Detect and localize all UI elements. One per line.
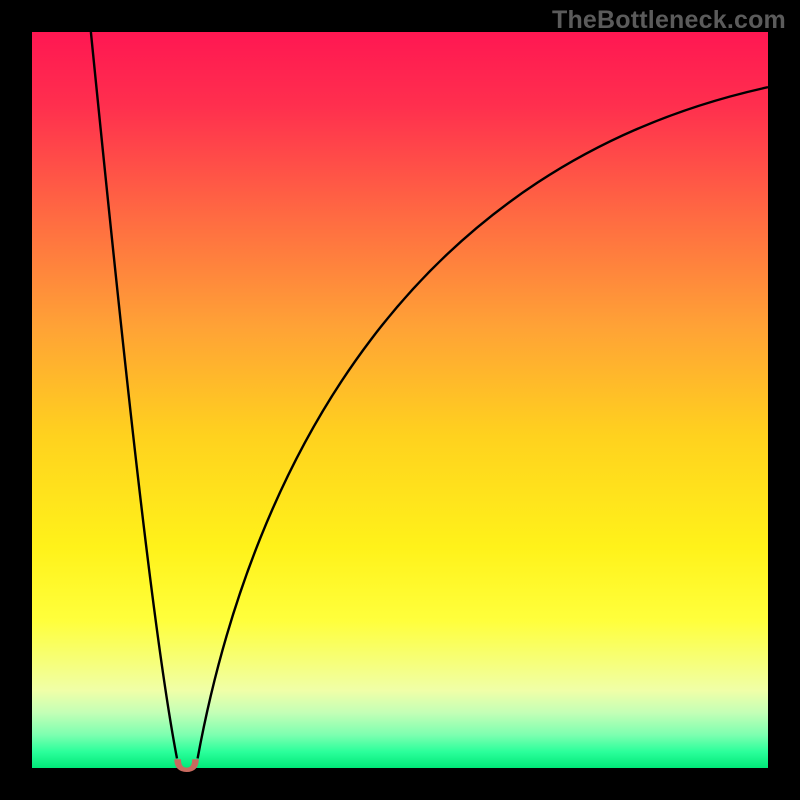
watermark-text: TheBottleneck.com (552, 6, 786, 35)
chart-stage: ᴗ TheBottleneck.com (0, 0, 800, 800)
plot-svg (32, 32, 768, 768)
minimum-marker-glyph: ᴗ (172, 744, 200, 767)
plot-area (32, 32, 768, 768)
minimum-marker: ᴗ (172, 744, 200, 767)
gradient-background (32, 32, 768, 768)
